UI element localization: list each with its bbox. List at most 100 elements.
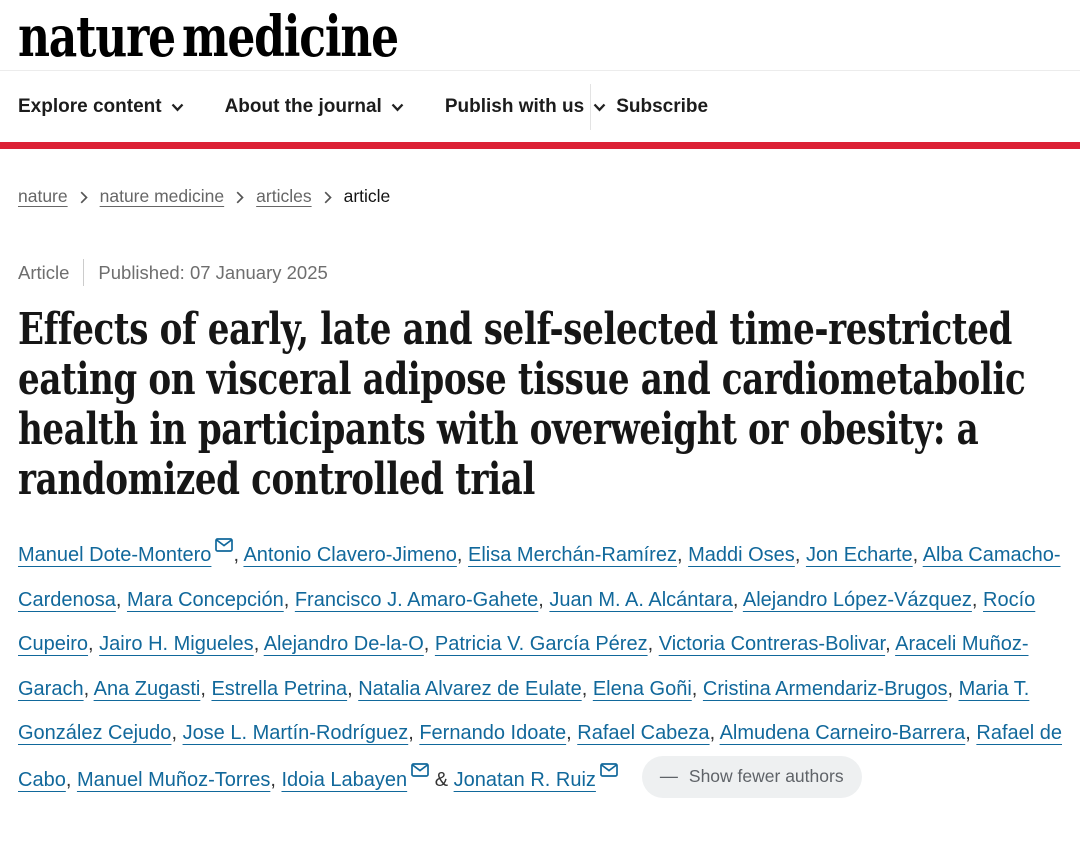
author-link-ana-zugasti[interactable]: Ana Zugasti [93,677,201,700]
breadcrumb-separator [80,191,88,204]
author-link-almudena-carneiro-barrera[interactable]: Almudena Carneiro-Barrera [719,722,966,744]
article-title-line: Effects of early, late and self-selected… [18,304,1012,355]
author-link-antonio-clavero-jimeno[interactable]: Antonio Clavero-Jimeno [243,544,457,566]
published-date-label: Published: 07 January 2025 [98,261,328,283]
author-separator: , [200,677,212,700]
email-icon[interactable] [600,763,618,777]
author-link-alejandro-l-pez-v-zquez[interactable]: Alejandro López-Vázquez [742,588,972,611]
site-header: nature medicine [0,0,1080,70]
author-separator: , [233,544,244,566]
chevron-down-icon [593,103,606,112]
author-link-jon-echarte[interactable]: Jon Echarte [805,544,913,566]
author-links: Manuel Dote-Montero, Antonio Clavero-Jim… [18,538,1062,791]
author-separator: , [732,588,743,611]
author-link-cristina-armendariz-brugos[interactable]: Cristina Armendariz-Brugos [702,677,948,700]
author-link-elisa-merch-n-ram-rez[interactable]: Elisa Merchán-Ramírez [468,544,677,566]
breadcrumb-item-article: article [343,186,391,206]
author-separator: , [965,722,977,744]
author-link-maria-t-gonz-lez-cejudo[interactable]: Maria T. González Cejudo [18,677,1030,745]
chevron-down-icon [391,103,404,112]
author-separator: , [912,544,923,566]
chevron-right-icon [324,191,332,204]
chevron-right-icon [80,191,88,204]
brand-red-rule [0,142,1080,149]
chevron-right-icon [236,191,244,204]
breadcrumb-item-articles[interactable]: articles [256,186,312,206]
author-link-maddi-oses[interactable]: Maddi Oses [688,544,795,566]
author-link-alba-camacho-cardenosa[interactable]: Alba Camacho-Cardenosa [18,544,1061,611]
author-link-jairo-h-migueles[interactable]: Jairo H. Migueles [99,633,254,655]
author-separator: , [283,588,295,611]
show-fewer-label: Show fewer authors [688,765,844,786]
email-icon[interactable] [215,538,234,552]
breadcrumb-item-nature-medicine[interactable]: nature medicine [99,186,225,206]
nav-item-explore-content[interactable]: Explore content [18,96,184,118]
author-link-francisco-j-amaro-gahete[interactable]: Francisco J. Amaro-Gahete [294,588,539,611]
author-separator: , [581,677,593,700]
author-separator: , [947,677,959,700]
author-separator: , [253,633,264,655]
author-link-roc-o-cupeiro[interactable]: Rocío Cupeiro [18,588,1036,656]
author-link-araceli-mu-oz-garach[interactable]: Araceli Muñoz-Garach [18,633,1029,700]
nav-item-label: About the journal [224,95,382,117]
author-separator: , [691,677,703,700]
author-link-jose-l-mart-n-rodr-guez[interactable]: Jose L. Martín-Rodríguez [182,722,409,744]
author-separator: , [83,677,94,700]
author-list: Manuel Dote-Montero, Antonio Clavero-Jim… [18,533,1062,803]
article-title-line: randomized controlled trial [18,454,535,505]
nav-item-label: Publish with us [444,95,585,117]
article-title: Effects of early, late and self-selected… [18,305,1062,505]
author-separator: , [171,722,183,744]
article-type-label: Article [18,261,70,283]
author-separator: & [429,769,454,791]
author-link-natalia-alvarez-de-eulate[interactable]: Natalia Alvarez de Eulate [358,677,582,700]
nav-item-publish-with-us[interactable]: Publish with us [445,96,606,118]
journal-logo[interactable]: nature medicine [18,4,399,70]
author-separator: , [885,633,896,655]
author-link-mara-concepci-n[interactable]: Mara Concepción [126,588,284,611]
author-link-rafael-cabeza[interactable]: Rafael Cabeza [577,722,710,744]
author-separator: , [423,633,435,655]
author-separator: , [676,544,689,566]
nav-item-about-the-journal[interactable]: About the journal [225,96,404,118]
article-content: nature nature medicine articles article Art… [0,186,1080,803]
author-link-manuel-mu-oz-torres[interactable]: Manuel Muñoz-Torres [76,769,271,791]
chevron-down-icon [171,103,183,112]
author-separator: , [647,633,659,655]
author-separator: , [115,588,127,611]
author-separator: , [456,544,469,566]
breadcrumb: nature nature medicine articles article [18,186,1062,207]
nav-item-subscribe[interactable]: Subscribe [616,95,709,117]
author-link-rafael-de-cabo[interactable]: Rafael de Cabo [18,722,1062,791]
author-separator: , [538,588,550,611]
nav-item-label: Explore content [18,95,162,117]
author-link-fernando-idoate[interactable]: Fernando Idoate [419,722,567,744]
nav-divider [590,83,592,130]
author-link-jonatan-r-ruiz[interactable]: Jonatan R. Ruiz [453,769,596,791]
article-meta-row: Article Published: 07 January 2025 [18,259,1062,286]
author-link-juan-m-a-alc-ntara[interactable]: Juan M. A. Alcántara [549,588,733,611]
show-fewer-authors-button[interactable]: — Show fewer authors [641,755,862,798]
main-nav: Explore content About the journal Publish … [0,70,1080,142]
author-separator: , [347,677,359,700]
author-separator: , [270,769,282,791]
breadcrumb-item-nature[interactable]: nature [18,186,68,206]
author-link-elena-go-i[interactable]: Elena Goñi [592,677,692,700]
author-separator: , [709,722,720,744]
author-separator: , [566,722,578,744]
author-separator: , [794,544,806,566]
minus-icon: — [659,766,678,786]
meta-divider [83,259,85,286]
author-link-victoria-contreras-bolivar[interactable]: Victoria Contreras-Bolivar [658,633,886,655]
author-link-patricia-v-garc-a-p-rez[interactable]: Patricia V. García Pérez [434,633,648,655]
article-title-line: health in participants with overweight o… [18,404,979,455]
article-title-line: eating on visceral adipose tissue and ca… [18,354,1026,405]
author-link-alejandro-de-la-o[interactable]: Alejandro De-la-O [263,633,424,655]
author-separator: , [88,633,100,655]
author-link-manuel-dote-montero[interactable]: Manuel Dote-Montero [18,544,212,566]
author-link-idoia-labayen[interactable]: Idoia Labayen [281,769,408,791]
email-icon[interactable] [411,763,430,777]
author-link-estrella-petrina[interactable]: Estrella Petrina [211,677,348,700]
breadcrumb-separator [236,191,244,204]
